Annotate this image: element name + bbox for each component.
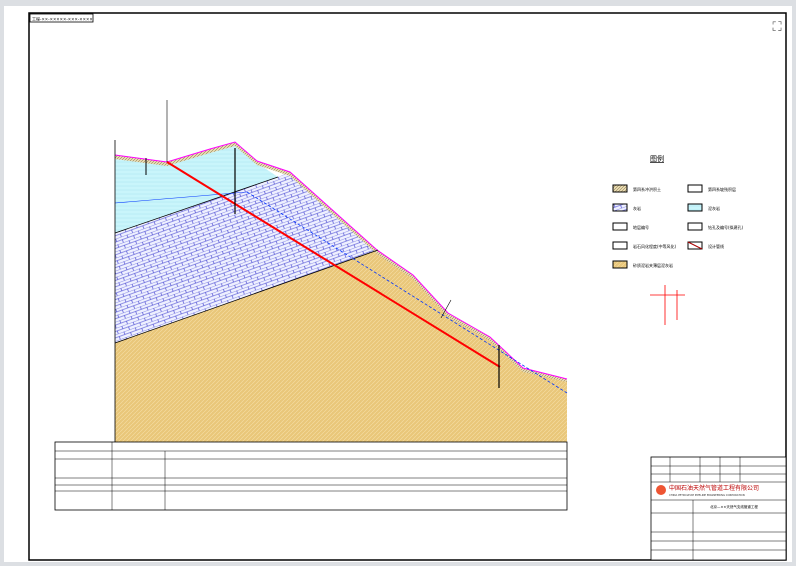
pipeline — [166, 161, 501, 368]
legend-swatch — [612, 260, 628, 269]
legend-swatch — [612, 184, 628, 193]
legend-label: 岩石风化程度(中等风化) — [633, 243, 677, 249]
dimension-line — [440, 299, 452, 319]
drawing-tag: 工程-××-×××××-×××-×××× — [32, 16, 93, 22]
circle-number-icon — [612, 222, 628, 231]
geological-cross-section-drawing: 工程-××-×××××-×××-×××× 图例 第四系冲洪积土 第四系坡残积层 … — [28, 12, 787, 561]
water-line — [114, 191, 248, 204]
legend-label: 第四系坡残积层 — [708, 186, 736, 192]
company-logo — [656, 485, 666, 495]
sandstone-layer — [115, 250, 567, 442]
company-name-en: CHINA PETROLEUM PIPELINE ENGINEERING COR… — [669, 493, 745, 497]
fit-to-screen-icon[interactable]: ⛶ — [772, 20, 782, 35]
limestone-layer — [115, 172, 378, 343]
borehole-icon — [687, 222, 703, 231]
title-block-grid — [651, 457, 786, 560]
legend-label: 钻孔及编号(拟建孔) — [708, 224, 744, 230]
drawing-border — [28, 12, 787, 561]
legend-swatch — [687, 203, 703, 212]
project-name: 北京—××天然气支线管道工程 — [710, 504, 758, 509]
table-grid — [55, 442, 567, 510]
water-line-dashed — [246, 191, 568, 394]
profile-data-table — [54, 441, 568, 511]
legend-swatch — [687, 184, 703, 193]
inset-detail-sketch — [650, 285, 685, 325]
company-name: 中国石油天然气管道工程有限公司 — [669, 484, 759, 492]
document-page: 工程-××-×××××-×××-×××× 图例 第四系冲洪积土 第四系坡残积层 … — [4, 6, 792, 562]
legend-label: 地层编号 — [633, 224, 649, 230]
legend-label: 泥灰岩 — [708, 205, 720, 211]
legend-label: 设计管线 — [708, 243, 724, 249]
pipeline-icon-line — [687, 241, 703, 250]
layer-boundary — [114, 176, 279, 234]
weathering-icon — [612, 241, 628, 250]
legend: 第四系冲洪积土 第四系坡残积层 灰岩 泥灰岩 地层编号 钻孔及编号(拟建孔) 岩… — [612, 184, 744, 269]
legend-swatch — [612, 203, 628, 212]
drawing-tag-box — [29, 13, 94, 23]
legend-label: 第四系冲洪积土 — [633, 186, 661, 192]
legend-label: 灰岩 — [633, 205, 641, 211]
ground-surface-line — [114, 141, 568, 380]
legend-title: 图例 — [650, 154, 664, 163]
legend-label: 砂质泥岩夹薄层泥灰岩 — [633, 262, 673, 268]
marl-layer — [115, 145, 278, 233]
